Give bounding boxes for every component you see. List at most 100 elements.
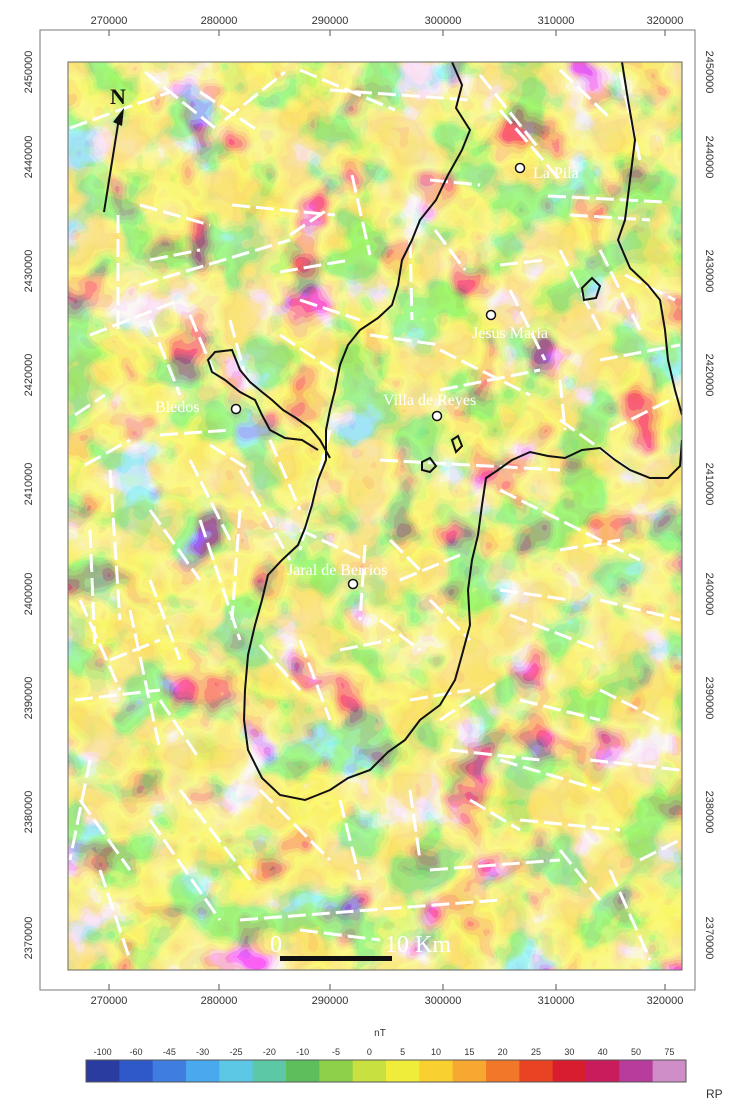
north-label: N (110, 84, 126, 109)
colorbar-swatch (486, 1060, 520, 1082)
place-jesus-maria: Jesus Maria (472, 309, 548, 342)
colorbar-tick-label: -45 (163, 1047, 176, 1057)
colorbar-swatch (319, 1060, 354, 1082)
lineaments (68, 68, 681, 961)
colorbar-tick-label: 20 (498, 1047, 508, 1057)
colorbar-tick-label: -5 (332, 1047, 340, 1057)
x-tick-label: 320000 (647, 15, 684, 27)
y-tick-label: 2450000 (23, 51, 35, 94)
y-tick-label: 2420000 (703, 354, 715, 397)
colorbar-swatch (386, 1060, 420, 1082)
y-tick-label: 2390000 (703, 677, 715, 720)
colorbar-swatch (252, 1060, 287, 1082)
colorbar-tick-label: -10 (296, 1047, 309, 1057)
x-tick-label: 290000 (312, 15, 349, 27)
colorbar-tick-label: 50 (631, 1047, 641, 1057)
place-label: Bledos (155, 399, 199, 416)
x-axis-bottom: 270000 280000 290000 300000 310000 32000… (91, 995, 684, 1007)
place-label: Jaral de Berrios (287, 562, 387, 579)
colorbar-tick-label: 0 (367, 1047, 372, 1057)
y-tick-label: 2440000 (23, 136, 35, 179)
y-tick-label: 2370000 (23, 917, 35, 960)
colorbar-swatch (286, 1060, 320, 1082)
x-axis-top: 270000 280000 290000 300000 310000 32000… (91, 15, 684, 27)
y-tick-label: 2430000 (23, 250, 35, 293)
y-tick-label: 2430000 (703, 250, 715, 293)
y-tick-label: 2410000 (23, 463, 35, 506)
scale-start-label: 0 (270, 932, 282, 958)
colorbar-swatch (352, 1060, 387, 1082)
colorbar-tick-label: -100 (94, 1047, 112, 1057)
colorbar-swatch (619, 1060, 654, 1082)
colorbar-unit: nT (374, 1028, 386, 1039)
colorbar-swatch (652, 1060, 687, 1082)
boundary-loop (580, 276, 602, 302)
y-tick-label: 2440000 (703, 136, 715, 179)
colorbar-swatch (86, 1060, 120, 1082)
y-axis-left: 2450000 2440000 2430000 2420000 2410000 … (23, 51, 35, 960)
colorbar-tick-label: 75 (664, 1047, 674, 1057)
boundary-line (242, 62, 682, 802)
colorbar-side-label: RP (706, 1087, 723, 1101)
north-arrow: N (103, 84, 126, 213)
colorbar-ticks: -100 -60 -45 -30 -25 -20 -10 -5 0 5 10 15 20 25 30 40 50… (94, 1047, 675, 1057)
place-label: La Pila (533, 165, 579, 182)
x-tick-label: 270000 (91, 15, 128, 27)
colorbar-tick-label: 15 (464, 1047, 474, 1057)
y-tick-label: 2410000 (703, 463, 715, 506)
tick-marks (108, 30, 666, 990)
y-tick-label: 2450000 (703, 51, 715, 94)
place-jaral-de-berrios: Jaral de Berrios (287, 562, 387, 590)
colorbar-swatch (186, 1060, 220, 1082)
y-tick-label: 2400000 (703, 573, 715, 616)
colorbar-tick-label: 25 (531, 1047, 541, 1057)
map-border (67, 61, 683, 971)
x-tick-label: 320000 (647, 995, 684, 1007)
colorbar-tick-label: 40 (598, 1047, 608, 1057)
x-tick-label: 270000 (91, 995, 128, 1007)
colorbar-swatch (586, 1060, 620, 1082)
place-label: Villa de Reyes (383, 392, 476, 409)
boundary-small-2 (450, 434, 464, 454)
boundary-small-1 (421, 456, 438, 474)
x-tick-label: 290000 (312, 995, 349, 1007)
x-tick-label: 280000 (201, 995, 238, 1007)
y-tick-label: 2370000 (703, 917, 715, 960)
scale-end-label: 10 Km (385, 932, 451, 958)
y-tick-label: 2380000 (703, 791, 715, 834)
colorbar-tick-label: 5 (400, 1047, 405, 1057)
colorbar-border (85, 1059, 687, 1083)
place-la-pila: La Pila (514, 162, 579, 182)
boundary-line-east (616, 62, 682, 416)
map-frame (39, 29, 696, 991)
x-tick-label: 310000 (538, 15, 575, 27)
colorbar-tick-label: 30 (564, 1047, 574, 1057)
colorbar-swatches (85, 1059, 687, 1083)
colorbar-tick-label: -60 (129, 1047, 142, 1057)
colorbar-swatch (219, 1060, 254, 1082)
x-tick-label: 310000 (538, 995, 575, 1007)
x-tick-label: 300000 (425, 15, 462, 27)
place-label: Jesus Maria (472, 325, 548, 342)
colorbar-swatch (152, 1060, 187, 1082)
colorbar-swatch (419, 1060, 454, 1082)
place-villa-de-reyes: Villa de Reyes (383, 392, 476, 422)
colorbar-tick-label: -30 (196, 1047, 209, 1057)
place-bledos: Bledos (155, 399, 242, 416)
boundary-line-west (206, 348, 331, 459)
colorbar-tick-label: -20 (263, 1047, 276, 1057)
colorbar-tick-label: 10 (431, 1047, 441, 1057)
y-tick-label: 2380000 (23, 791, 35, 834)
x-tick-label: 300000 (425, 995, 462, 1007)
colorbar: nT -100 -60 -45 -30 -25 -20 -10 -5 0 5 10 15 20 25 30 4… (85, 1028, 723, 1101)
y-tick-label: 2420000 (23, 354, 35, 397)
colorbar-swatch (552, 1060, 587, 1082)
y-axis-right: 2450000 2440000 2430000 2420000 2410000 … (703, 51, 715, 960)
y-tick-label: 2390000 (23, 677, 35, 720)
colorbar-swatch (452, 1060, 487, 1082)
scale-bar: 0 10 Km (270, 932, 451, 961)
colorbar-swatch (119, 1060, 154, 1082)
x-tick-label: 280000 (201, 15, 238, 27)
colorbar-swatch (519, 1060, 554, 1082)
